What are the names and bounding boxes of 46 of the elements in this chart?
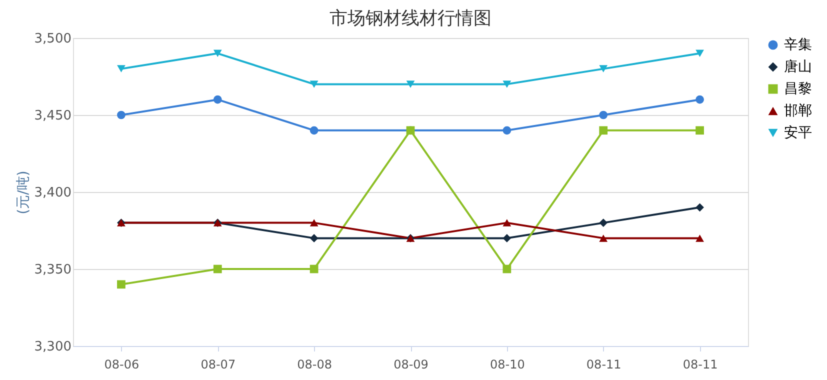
point	[696, 234, 704, 242]
x-tick-label: 08-10	[490, 358, 525, 372]
point	[213, 50, 222, 58]
point	[599, 126, 608, 135]
point	[696, 95, 704, 104]
x-tick-label: 08-09	[394, 358, 428, 372]
point	[696, 203, 704, 212]
y-tick-label: 3,400	[34, 186, 72, 200]
point	[213, 264, 222, 274]
x-tick-label: 08-11	[586, 358, 622, 372]
x-tick-label: 08-07	[200, 358, 236, 372]
point	[502, 264, 512, 274]
x-tick-label: 08-08	[297, 358, 332, 372]
chart-title: 市场钢材线材行情图	[330, 8, 492, 29]
legend-label: 辛集	[784, 37, 812, 53]
x-tick-label: 08-11	[682, 358, 718, 372]
y-tick-label: 3,500	[34, 32, 72, 46]
y-tick-label: 3,300	[34, 340, 72, 354]
point	[213, 95, 222, 104]
legend-label: 昌黎	[784, 81, 812, 97]
point	[599, 218, 608, 227]
point	[117, 280, 126, 289]
point	[310, 126, 318, 135]
point	[117, 110, 126, 120]
point	[310, 234, 318, 242]
point	[406, 80, 415, 88]
point	[599, 234, 608, 242]
point	[599, 110, 608, 120]
y-axis-title: (元/吨)	[15, 170, 32, 214]
point	[310, 264, 318, 274]
y-tick-label: 3,450	[34, 108, 72, 124]
y-tick-label: 3,350	[34, 262, 72, 278]
legend-label: 邯郸	[784, 103, 812, 119]
point	[599, 65, 608, 72]
point	[310, 219, 318, 226]
point	[117, 65, 126, 72]
point	[696, 50, 704, 58]
legend-label: 唐山	[784, 59, 812, 75]
point	[696, 126, 704, 135]
point	[502, 234, 512, 242]
point	[502, 126, 512, 135]
point	[310, 80, 318, 88]
point	[502, 219, 512, 226]
x-tick-label: 08-06	[104, 358, 140, 372]
legend-label: 安平	[784, 125, 812, 141]
point	[502, 80, 512, 88]
